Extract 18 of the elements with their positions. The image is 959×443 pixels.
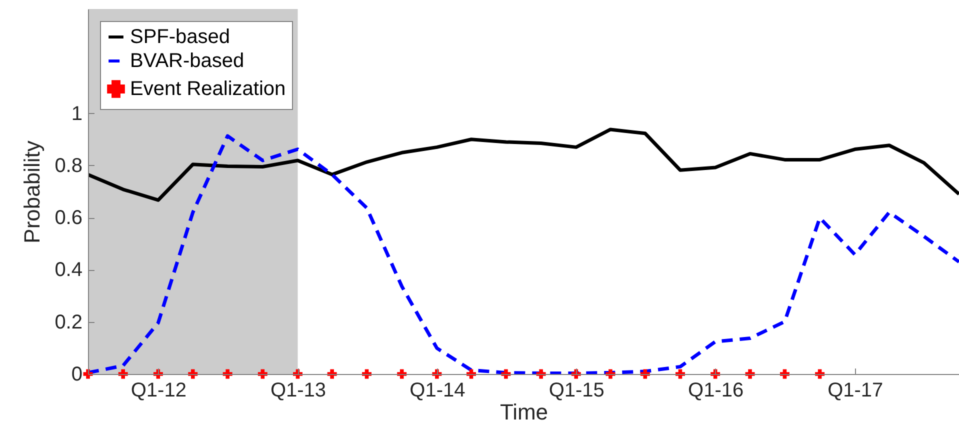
- legend-label: Event Realization: [130, 78, 286, 100]
- y-tick-label: 1: [71, 102, 82, 125]
- y-tick-label: 0.4: [54, 259, 82, 282]
- legend-label: SPF-based: [130, 26, 230, 48]
- y-tick-label: 0.2: [54, 311, 82, 334]
- x-tick-label: Q1-16: [688, 380, 744, 402]
- y-tick-label: 0.8: [54, 154, 82, 177]
- x-tick-label: Q1-12: [130, 380, 186, 402]
- x-tick-label: Q1-17: [828, 380, 884, 402]
- y-tick-label: 0: [71, 364, 82, 386]
- y-axis-title: Probability: [20, 140, 45, 244]
- x-tick-label: Q1-14: [410, 380, 466, 402]
- x-tick-label: Q1-13: [270, 380, 326, 402]
- y-tick-label: 0.6: [54, 207, 82, 230]
- x-tick-label: Q1-15: [548, 380, 604, 402]
- line-series: [88, 128, 959, 202]
- legend-label: BVAR-based: [130, 50, 244, 72]
- x-axis-title: Time: [500, 400, 548, 424]
